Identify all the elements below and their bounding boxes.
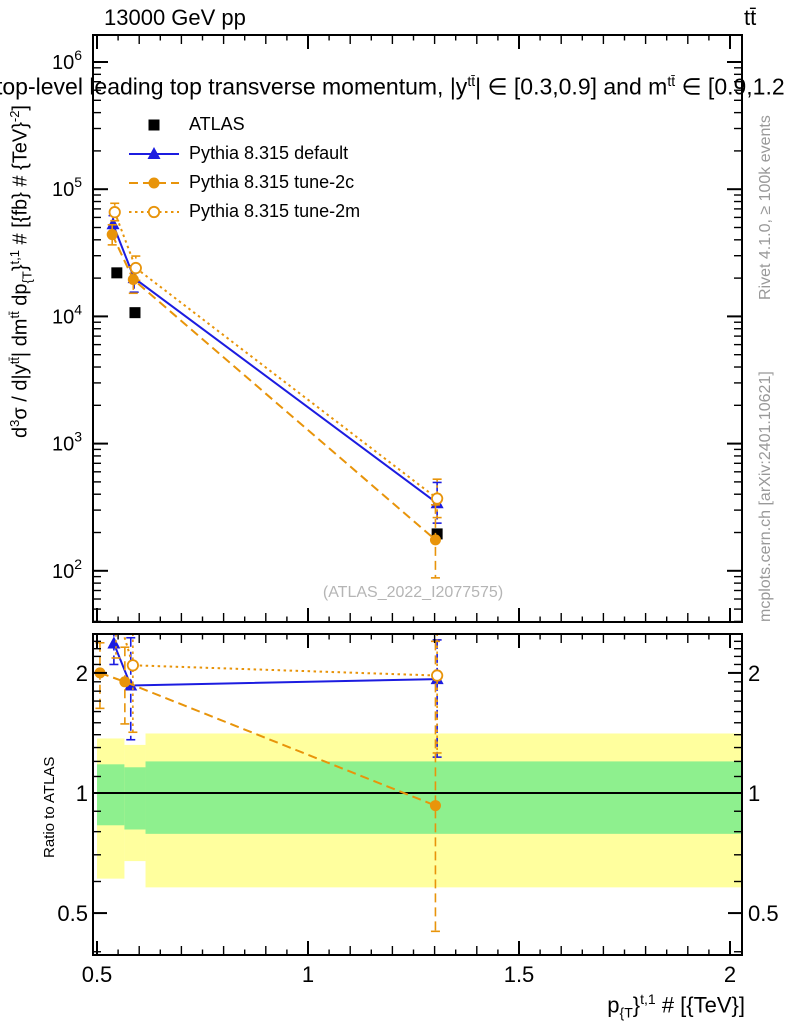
svg-text:103: 103 bbox=[52, 429, 82, 456]
svg-text:0.5: 0.5 bbox=[57, 901, 88, 926]
atlas-marker-icon bbox=[128, 115, 180, 135]
pythia-default-marker-icon bbox=[128, 144, 180, 164]
svg-text:1.5: 1.5 bbox=[504, 962, 535, 987]
svg-text:2: 2 bbox=[76, 661, 88, 686]
process-label: tt̄ bbox=[744, 5, 757, 30]
svg-text:105: 105 bbox=[52, 174, 82, 201]
pythia-tune2m-marker-icon bbox=[128, 202, 180, 222]
svg-text:104: 104 bbox=[52, 301, 82, 328]
legend-item-pythia-tune2c: Pythia 8.315 tune-2c bbox=[128, 168, 360, 197]
y-axis-label: d3σ / d|ytt̄| dmtt̄ dp{T}t,1 # [{fb} # {… bbox=[7, 105, 35, 438]
svg-text:102: 102 bbox=[52, 556, 82, 583]
mcplots-credit: mcplots.cern.ch [arXiv:2401.10621] bbox=[757, 371, 774, 622]
rivet-version-note: Rivet 4.1.0, ≥ 100k events bbox=[757, 115, 774, 300]
svg-text:106: 106 bbox=[52, 47, 82, 74]
beam-energy-label: 13000 GeV pp bbox=[104, 5, 246, 30]
legend-label: ATLAS bbox=[189, 114, 245, 134]
legend-label: Pythia 8.315 tune-2m bbox=[189, 201, 361, 221]
legend-label: Pythia 8.315 default bbox=[189, 143, 349, 163]
analysis-id-watermark: (ATLAS_2022_I2077575) bbox=[322, 584, 504, 601]
legend-item-pythia-default: Pythia 8.315 default bbox=[128, 139, 360, 168]
svg-text:0.5: 0.5 bbox=[748, 901, 779, 926]
x-axis-label: p{T}t,1 # [{TeV}] bbox=[607, 991, 745, 1021]
ratio-axis-label: Ratio to ATLAS bbox=[41, 756, 58, 858]
legend-label: Pythia 8.315 tune-2c bbox=[189, 172, 355, 192]
svg-text:1: 1 bbox=[76, 781, 88, 806]
plot-title: top-level leading top transverse momentu… bbox=[0, 73, 785, 100]
legend-item-pythia-tune2m: Pythia 8.315 tune-2m bbox=[128, 197, 360, 226]
svg-text:2: 2 bbox=[748, 661, 760, 686]
svg-text:2: 2 bbox=[724, 962, 736, 987]
svg-text:0.5: 0.5 bbox=[82, 962, 113, 987]
svg-text:1: 1 bbox=[748, 781, 760, 806]
legend: ATLAS Pythia 8.315 default Pythia 8.315 … bbox=[128, 110, 360, 226]
pythia-tune2c-marker-icon bbox=[128, 173, 180, 193]
svg-text:1: 1 bbox=[302, 962, 314, 987]
legend-item-atlas: ATLAS bbox=[128, 110, 360, 139]
